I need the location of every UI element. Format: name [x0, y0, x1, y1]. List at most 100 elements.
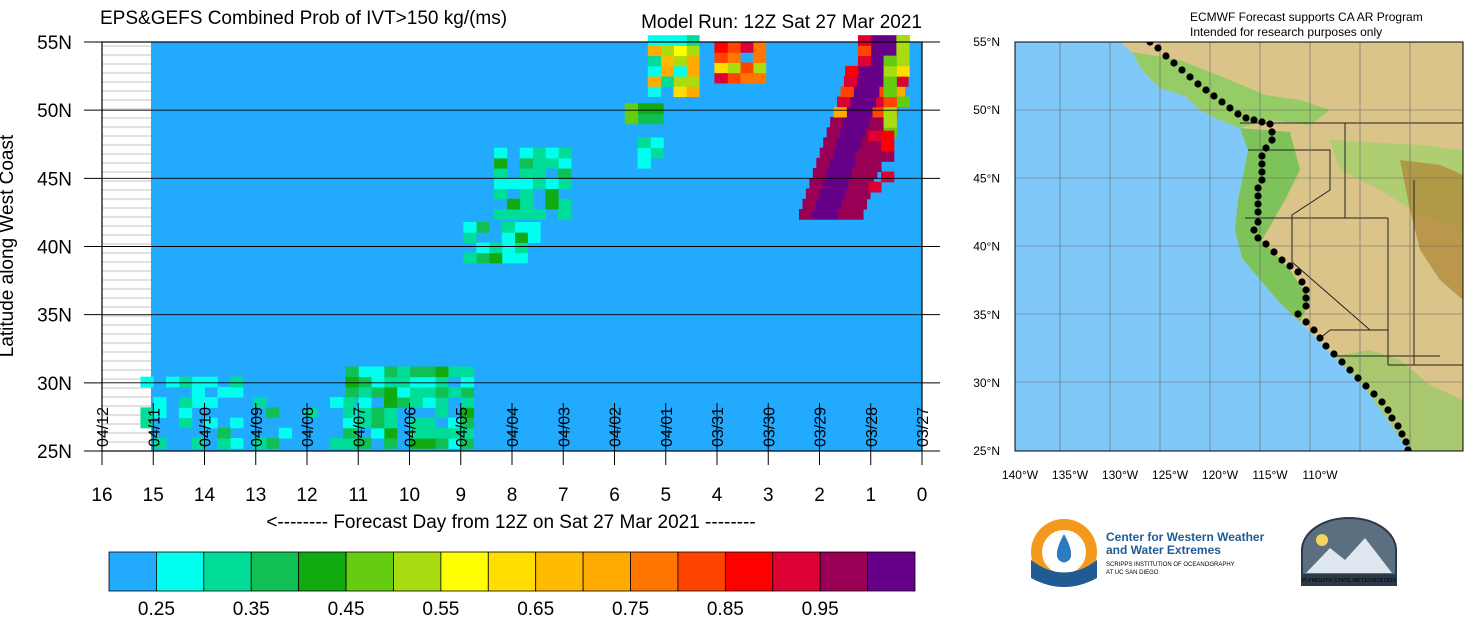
- date-label: 04/10: [198, 407, 215, 447]
- prob-cell: [857, 65, 872, 77]
- prob-cell: [869, 76, 883, 87]
- colorbar-swatch: [582, 551, 631, 592]
- colorbar-swatch: [345, 551, 394, 592]
- prob-cell: [519, 157, 533, 169]
- map-latitude-labels: 55°N 50°N 45°N 40°N 35°N 30°N 25°N: [973, 35, 1000, 458]
- prob-cell: [881, 151, 895, 162]
- prob-cell: [881, 130, 895, 142]
- prob-cell: [460, 397, 475, 408]
- date-label: 04/04: [505, 407, 522, 447]
- prob-cell: [819, 147, 834, 159]
- prob-cell: [396, 376, 410, 388]
- prob-cell: [460, 407, 475, 419]
- prob-cell: [673, 35, 687, 46]
- coastal-latitude-points: [1146, 42, 1412, 451]
- date-label: 04/08: [300, 407, 317, 447]
- colorbar-label: 0.95: [802, 599, 839, 620]
- prob-cell: [883, 116, 897, 128]
- y-tick-label: 35N: [37, 306, 72, 327]
- date-label: 04/09: [249, 407, 266, 447]
- prob-cell: [396, 397, 410, 408]
- coast-point: [1186, 73, 1194, 81]
- x-tick-label: 2: [814, 485, 825, 506]
- prob-cell: [230, 438, 244, 449]
- x-tick-label: 12: [296, 485, 317, 506]
- coast-point: [1302, 286, 1310, 294]
- prob-cell: [660, 76, 674, 87]
- coast-point: [1346, 366, 1354, 374]
- prob-cell: [868, 161, 882, 173]
- prob-cell: [476, 252, 490, 264]
- x-tick-label: 7: [558, 485, 569, 506]
- coast-point: [1302, 302, 1310, 310]
- prob-cell: [409, 417, 423, 429]
- coast-point: [1388, 414, 1396, 422]
- x-tick-label: 4: [712, 485, 723, 506]
- x-tick-label: 16: [91, 485, 112, 506]
- prob-cell: [895, 76, 909, 87]
- prob-cell: [204, 397, 218, 408]
- colorbar-swatch: [250, 551, 300, 592]
- prob-cell: [342, 427, 357, 439]
- map-longitude-labels: 140°W 135°W 130°W 125°W 120°W 115°W 110°W: [1002, 468, 1338, 482]
- prob-cell: [714, 52, 728, 63]
- colorbar-label: 0.75: [612, 599, 649, 620]
- map-lon-label: 110°W: [1302, 468, 1338, 482]
- date-label: 03/30: [761, 407, 778, 447]
- colorbar-label: 0.55: [422, 599, 459, 620]
- prob-cell: [847, 178, 862, 190]
- prob-cell: [217, 386, 231, 398]
- no-data-hatch: [102, 45, 151, 443]
- prob-cell: [358, 438, 372, 449]
- prob-cell: [435, 386, 449, 398]
- prob-cell: [358, 366, 372, 378]
- prob-cell: [488, 242, 503, 254]
- prob-cell: [883, 86, 897, 98]
- prob-cell: [422, 366, 436, 378]
- prob-cell: [494, 178, 508, 190]
- prob-cell: [727, 42, 741, 53]
- coast-point: [1226, 104, 1234, 112]
- prob-cell: [857, 55, 872, 67]
- prob-cell: [409, 427, 423, 439]
- prob-cell: [822, 178, 836, 190]
- prob-cell: [558, 198, 572, 210]
- colorbar-swatch: [772, 551, 821, 592]
- prob-cell: [837, 209, 851, 220]
- psu-sun-icon: [1316, 534, 1328, 546]
- map-header-line1: ECMWF Forecast supports CA AR Program: [1190, 10, 1423, 24]
- prob-cell: [501, 221, 516, 233]
- prob-cell: [460, 438, 475, 449]
- coast-point: [1294, 268, 1302, 276]
- map-header-line2: Intended for research purposes only: [1190, 25, 1382, 39]
- prob-cell: [840, 198, 855, 210]
- prob-cell: [686, 35, 700, 46]
- prob-cell: [409, 397, 423, 408]
- prob-cell: [514, 252, 528, 264]
- x-axis-label: <-------- Forecast Day from 12Z on Sat 2…: [266, 512, 755, 533]
- prob-cell: [740, 42, 754, 53]
- coast-point: [1258, 176, 1266, 184]
- prob-cell: [519, 178, 533, 190]
- y-tick-label: 50N: [37, 101, 72, 122]
- prob-cell: [545, 188, 559, 200]
- prob-cell: [673, 76, 687, 87]
- colorbar-swatch: [203, 551, 252, 592]
- cw3e-name-line2: and Water Extremes: [1106, 543, 1221, 557]
- prob-cell: [204, 417, 218, 429]
- prob-cell: [330, 397, 344, 408]
- prob-cell: [868, 130, 882, 142]
- prob-cell: [519, 188, 533, 200]
- map-lon-label: 140°W: [1002, 468, 1039, 482]
- coast-point: [1154, 44, 1162, 52]
- coast-point: [1242, 114, 1250, 122]
- prob-cell: [358, 376, 372, 388]
- map-lat-label: 55°N: [973, 35, 1000, 49]
- coast-point: [1258, 118, 1266, 126]
- coast-point: [1370, 390, 1378, 398]
- prob-cell: [854, 157, 869, 169]
- prob-cell: [826, 127, 840, 138]
- prob-cell: [637, 103, 651, 115]
- prob-cell: [647, 45, 662, 57]
- prob-cell: [868, 116, 882, 128]
